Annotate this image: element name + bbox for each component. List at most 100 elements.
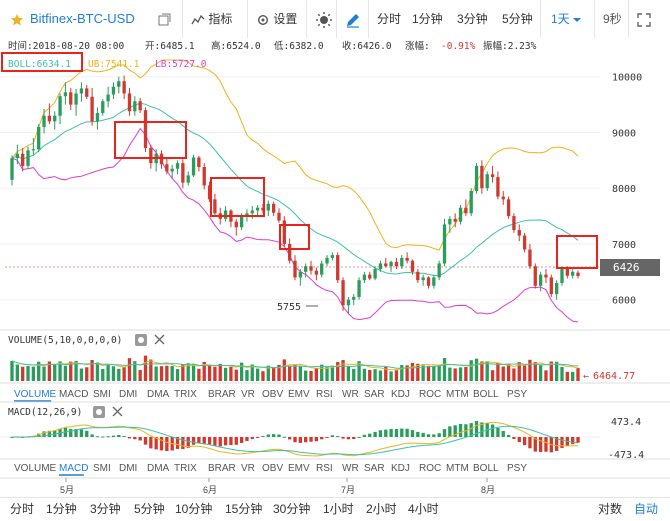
x-tick-1: 6月 xyxy=(203,485,217,495)
tab-rsi[interactable]: RSI xyxy=(316,389,333,400)
tab-smi[interactable]: SMI xyxy=(93,463,111,474)
tab-volume[interactable]: VOLUME xyxy=(14,463,57,474)
candle-85 xyxy=(464,199,468,217)
bottom-period-10min[interactable]: 10分钟 xyxy=(175,502,213,516)
tab-obv[interactable]: OBV xyxy=(262,389,283,400)
tab-boll[interactable]: BOLL xyxy=(473,463,499,474)
volume-bar-54 xyxy=(298,366,302,381)
tab-vr[interactable]: VR xyxy=(241,463,255,474)
macd-hist-26 xyxy=(149,437,153,449)
period-1min[interactable]: 1分钟 xyxy=(412,12,443,26)
volume-bar-10 xyxy=(63,365,68,381)
tab-dmi[interactable]: DMI xyxy=(119,389,137,400)
macd-hist-54 xyxy=(298,437,302,443)
macd-hist-21 xyxy=(122,435,126,437)
macd-hist-100 xyxy=(544,437,548,452)
tab-kdj[interactable]: KDJ xyxy=(391,463,410,474)
tab-dma[interactable]: DMA xyxy=(147,389,170,400)
bottom-period-15min[interactable]: 15分钟 xyxy=(225,502,263,516)
period-5min[interactable]: 5分钟 xyxy=(502,12,533,26)
period-3min[interactable]: 3分钟 xyxy=(457,12,488,26)
bottom-period-3min[interactable]: 3分钟 xyxy=(90,502,121,516)
bottom-period-1h[interactable]: 1小时 xyxy=(323,502,354,516)
tab-roc[interactable]: ROC xyxy=(419,463,441,474)
macd-hist-52 xyxy=(288,437,292,440)
tab-trix[interactable]: TRIX xyxy=(174,389,197,400)
period-dropdown[interactable]: 1天 xyxy=(540,0,582,38)
volume-settings-icon[interactable] xyxy=(135,334,147,346)
macd-close-icon[interactable] xyxy=(112,406,123,417)
macd-settings-icon[interactable] xyxy=(93,406,105,418)
tab-psy[interactable]: PSY xyxy=(507,389,527,400)
volume-bar-61 xyxy=(336,362,340,381)
tab-mtm[interactable]: MTM xyxy=(446,463,469,474)
tab-brar[interactable]: BRAR xyxy=(208,463,236,474)
tab-obv[interactable]: OBV xyxy=(262,463,283,474)
tab-psy[interactable]: PSY xyxy=(507,463,527,474)
volume-bar-76 xyxy=(416,363,420,381)
volume-bar-36 xyxy=(202,362,206,381)
tab-dmi[interactable]: DMI xyxy=(119,463,137,474)
tab-roc[interactable]: ROC xyxy=(419,389,441,400)
boll-mid-label: BOLL:6634.1 xyxy=(8,59,71,70)
favorite-star-icon[interactable] xyxy=(10,0,24,38)
volume-bar-27 xyxy=(154,366,158,381)
volume-bar-28 xyxy=(159,366,164,381)
candle-90 xyxy=(490,165,495,183)
theme-toggle[interactable] xyxy=(306,0,333,38)
tab-kdj[interactable]: KDJ xyxy=(391,389,410,400)
bottom-period-30min[interactable]: 30分钟 xyxy=(273,502,311,516)
settings-button[interactable]: 设置 xyxy=(247,0,297,38)
candle-58 xyxy=(320,260,324,278)
macd-hist-66 xyxy=(362,434,367,437)
tab-wr[interactable]: WR xyxy=(342,389,359,400)
volume-bar-1 xyxy=(15,364,19,381)
bottom-period-fenshi[interactable]: 分时 xyxy=(10,502,35,516)
macd-hist-48 xyxy=(266,434,270,437)
tab-emv[interactable]: EMV xyxy=(288,463,310,474)
macd-title: MACD(12,26,9) xyxy=(8,407,82,418)
macd-hist-84 xyxy=(458,423,463,437)
candle-42 xyxy=(234,218,238,236)
tab-boll[interactable]: BOLL xyxy=(473,389,499,400)
macd-hist-98 xyxy=(533,437,537,452)
bottom-period-1min[interactable]: 1分钟 xyxy=(46,502,77,516)
volume-bar-19 xyxy=(111,366,116,381)
tab-sar[interactable]: SAR xyxy=(364,389,385,400)
compare-icon[interactable] xyxy=(158,0,171,38)
volume-close-icon[interactable] xyxy=(154,334,165,345)
tab-vr[interactable]: VR xyxy=(241,389,255,400)
auto-scale-toggle[interactable]: 自动 xyxy=(634,502,659,516)
fullscreen-button[interactable] xyxy=(628,0,651,38)
candle-31 xyxy=(175,160,180,175)
tab-sar[interactable]: SAR xyxy=(364,463,385,474)
volume-bar-71 xyxy=(389,371,393,381)
tab-wr[interactable]: WR xyxy=(342,463,359,474)
symbol-title[interactable]: Bitfinex-BTC-USD xyxy=(30,11,135,26)
tab-macd[interactable]: MACD xyxy=(59,463,88,474)
candle-17 xyxy=(101,99,105,116)
macd-hist-70 xyxy=(384,429,388,437)
period-fenshi[interactable]: 分时 xyxy=(368,0,401,38)
tab-dma[interactable]: DMA xyxy=(147,463,170,474)
draw-tool-button[interactable] xyxy=(336,0,361,38)
volume-bar-43 xyxy=(239,362,244,381)
bottom-period-2h[interactable]: 2小时 xyxy=(366,502,397,516)
tab-emv[interactable]: EMV xyxy=(288,389,310,400)
indicators-button[interactable]: 指标 xyxy=(182,0,232,38)
macd-hist-25 xyxy=(143,437,148,445)
tab-rsi[interactable]: RSI xyxy=(316,463,333,474)
tab-volume[interactable]: VOLUME xyxy=(14,389,57,400)
log-scale-toggle[interactable]: 对数 xyxy=(598,502,623,516)
tab-trix[interactable]: TRIX xyxy=(174,463,197,474)
tab-brar[interactable]: BRAR xyxy=(208,389,236,400)
bottom-period-5min[interactable]: 5分钟 xyxy=(134,502,165,516)
tab-macd[interactable]: MACD xyxy=(59,389,88,400)
tab-mtm[interactable]: MTM xyxy=(446,389,469,400)
macd-hist-72 xyxy=(394,429,399,437)
bottom-period-4h[interactable]: 4小时 xyxy=(408,502,439,516)
macd-hist-37 xyxy=(207,437,212,445)
tab-smi[interactable]: SMI xyxy=(93,389,111,400)
volume-bar-75 xyxy=(410,362,415,381)
volume-bar-101 xyxy=(549,361,553,381)
